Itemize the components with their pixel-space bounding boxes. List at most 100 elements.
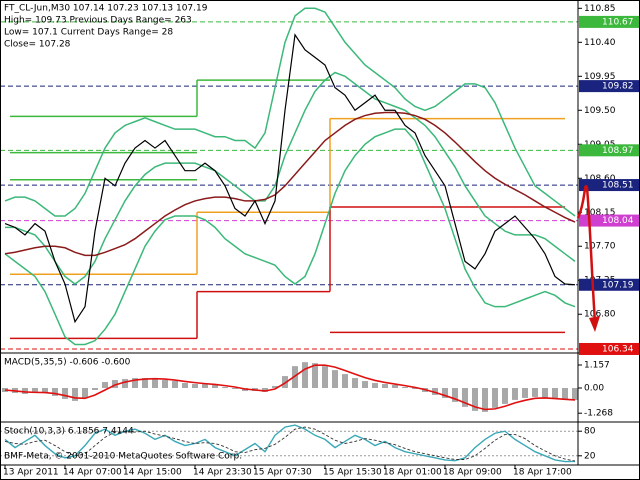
x-tick-label: 15 Apr 07:30 — [253, 468, 312, 478]
macd-bar — [452, 388, 458, 402]
macd-bar — [92, 388, 98, 390]
macd-bar — [132, 378, 138, 388]
price-tag — [579, 15, 639, 28]
macd-bar — [302, 362, 308, 388]
macd-bar — [442, 388, 448, 398]
header-line: High= 109.73 Previous Days Range= 263 — [4, 16, 192, 26]
macd-bar — [382, 384, 388, 388]
stoch-main — [4, 424, 576, 463]
macd-bar — [262, 388, 268, 392]
macd-bar — [392, 385, 398, 388]
macd-bar — [462, 388, 468, 407]
macd-bar — [502, 388, 508, 404]
y-tick-label: 107.70 — [584, 242, 616, 252]
macd-bar — [52, 388, 58, 396]
x-tick-label: 18 Apr 17:00 — [513, 468, 572, 478]
labels: FT_CL-Jun,M30 107.14 107.23 107.13 107.1… — [4, 4, 242, 462]
macd-bar — [362, 381, 368, 388]
macd-bar — [552, 388, 558, 399]
header-line: FT_CL-Jun,M30 107.14 107.23 107.13 107.1… — [4, 4, 208, 14]
price-tag-label: 106.34 — [602, 344, 634, 354]
price-tag-label: 110.67 — [602, 17, 634, 27]
macd-bar — [532, 388, 538, 397]
arrow-head — [589, 316, 600, 332]
x-tick-label: 18 Apr 01:00 — [383, 468, 442, 478]
macd-bar — [572, 388, 578, 401]
macd-bar — [222, 387, 228, 388]
macd-bar — [72, 388, 78, 401]
macd-bar — [122, 379, 128, 388]
macd-bar — [562, 388, 568, 400]
price-tag — [579, 80, 639, 93]
macd-bar — [352, 378, 358, 388]
macd-bar — [522, 388, 528, 398]
macd-bar — [142, 378, 148, 388]
price-tag — [579, 342, 639, 355]
stoch-panel — [0, 424, 578, 463]
macd-bar — [172, 381, 178, 388]
macd-bar — [112, 380, 118, 388]
y-tick-label: 1.157 — [584, 360, 610, 370]
price-tag-label: 108.51 — [602, 181, 634, 191]
macd-bar — [22, 388, 28, 394]
macd-bar — [212, 385, 218, 388]
indicator-line — [4, 128, 576, 346]
price-tag-label: 107.19 — [602, 280, 634, 290]
y-tick-label: 0.00 — [584, 384, 604, 394]
macd-bar — [152, 379, 158, 388]
y-tick-label: 106.80 — [584, 310, 616, 320]
macd-bar — [332, 370, 338, 388]
x-tick-label: 15 Apr 15:30 — [323, 468, 382, 478]
indicator-line — [5, 71, 576, 285]
stoch-signal — [4, 426, 576, 462]
price-tag — [579, 144, 639, 157]
macd-bar — [32, 388, 38, 392]
y-tick-label: -1.268 — [584, 409, 613, 419]
macd-bar — [402, 387, 408, 388]
macd-bar — [62, 388, 68, 399]
indicator-line — [4, 7, 576, 217]
macd-bar — [182, 383, 188, 388]
macd-bar — [102, 382, 108, 388]
price-tag — [579, 214, 639, 227]
macd-bar — [292, 366, 298, 388]
price-tag-label: 109.82 — [602, 82, 634, 92]
price-tag-label: 108.97 — [602, 146, 634, 156]
x-tick-label: 18 Apr 09:00 — [443, 468, 502, 478]
macd-bar — [162, 380, 168, 388]
macd-bar — [542, 388, 548, 398]
stoch-label: Stoch(10,3,3) 6.1856 7.4144 — [4, 427, 134, 437]
y-tick-label: 110.85 — [584, 4, 616, 14]
y-tick-label: 108.15 — [584, 208, 616, 218]
header-line: Low= 107.1 Current Days Range= 28 — [4, 28, 173, 38]
x-tick-label: 14 Apr 07:00 — [63, 468, 122, 478]
y-tick-label: 20 — [584, 451, 596, 461]
macd-bar — [412, 388, 418, 389]
macd-bar — [202, 384, 208, 388]
y-tick-label: 108.60 — [584, 174, 616, 184]
price-panel — [0, 7, 578, 350]
macd-bar — [42, 388, 48, 393]
macd-signal — [4, 364, 576, 411]
indicator-line — [4, 111, 576, 257]
macd-label: MACD(5,35,5) -0.606 -0.600 — [4, 358, 131, 368]
macd-bar — [492, 388, 498, 408]
header-line: Close= 107.28 — [4, 40, 71, 50]
macd-bar — [472, 388, 478, 411]
macd-bar — [482, 388, 488, 412]
y-tick-label: 80 — [584, 427, 596, 437]
macd-bar — [342, 374, 348, 388]
price-tag — [579, 179, 639, 192]
macd-panel — [2, 362, 578, 412]
price-tag-label: 108.04 — [602, 216, 634, 226]
macd-bar — [82, 388, 88, 398]
price-line — [4, 33, 576, 324]
macd-bar — [282, 376, 288, 388]
macd-bar — [272, 386, 278, 388]
macd-bar — [232, 388, 238, 389]
x-tick-label: 13 Apr 2011 — [3, 468, 59, 478]
y-tick-label: 109.95 — [584, 72, 616, 82]
macd-bar — [372, 383, 378, 388]
x-tick-label: 14 Apr 23:30 — [193, 468, 252, 478]
